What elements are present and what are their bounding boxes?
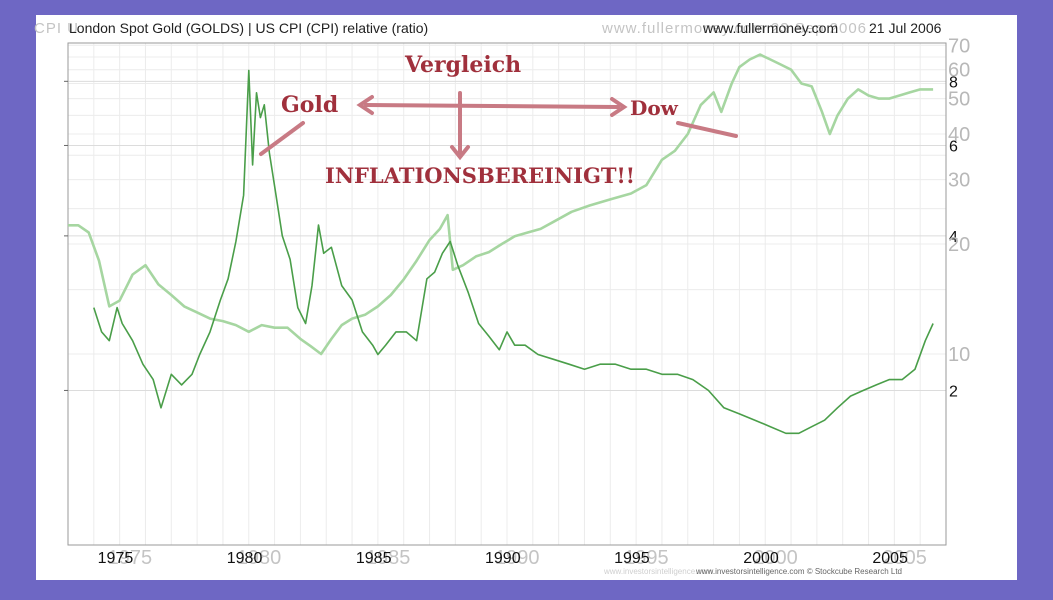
x-axis-ghost-label: 1990 — [495, 547, 540, 569]
arrowhead-down — [450, 145, 470, 161]
chart-title: London Spot Gold (GOLDS) | US CPI (CPI) … — [69, 20, 429, 36]
arrow-horizontal — [364, 103, 620, 109]
annotation-dow: Dow — [630, 96, 678, 120]
x-axis-ghost-label: 1995 — [624, 547, 669, 569]
gold-axis-label: 8 — [949, 74, 958, 91]
chart-date: 21 Jul 2006 — [869, 20, 942, 36]
annotation-gold: Gold — [281, 92, 339, 118]
gold-axis-label: 4 — [949, 229, 958, 246]
gold-axis-ticks: 2 4 6 8 — [64, 74, 958, 400]
gold-axis-label: 6 — [949, 138, 958, 155]
footer-credit: www.investorsintelligence.com © Stockcub… — [696, 567, 902, 576]
x-axis-ghost-label: 2005 — [882, 547, 927, 569]
gold-series-line — [93, 69, 934, 435]
dow-pointer — [676, 121, 738, 138]
x-axis-label: 2005 — [872, 550, 908, 567]
x-axis-ghost-label: 2000 — [753, 547, 798, 569]
ghost-header-left: CPI U — [34, 20, 80, 37]
annotation-vergleich: Vergleich — [405, 52, 522, 78]
chart-panel: 2 4 6 8 10 20 30 40 50 60 70 1975 1975 1980 1980 1985… — [34, 15, 1017, 580]
ghost-footer-credit: www.investorsintelligence.com — [604, 567, 713, 576]
x-axis-label: 1990 — [485, 550, 521, 567]
x-axis-ghost-label: 1980 — [237, 547, 282, 569]
grid — [67, 43, 947, 545]
dow-axis-label: 50 — [948, 89, 970, 111]
x-axis-ghost-label: 1975 — [108, 547, 153, 569]
plot-frame — [67, 42, 947, 546]
dow-axis-label: 60 — [948, 60, 970, 82]
dow-axis-label: 40 — [948, 124, 970, 146]
arrowhead-right — [610, 97, 628, 117]
dow-axis-label: 20 — [948, 234, 970, 256]
gold-pointer — [259, 121, 305, 156]
x-axis-label: 1975 — [98, 550, 134, 567]
source-url: www.fullermoney.com — [703, 20, 839, 36]
x-axis-label: 1995 — [614, 550, 650, 567]
x-axis-label: 2000 — [743, 550, 779, 567]
gold-axis-label: 2 — [949, 383, 958, 400]
annotation-arrows — [259, 91, 738, 161]
dow-series-line — [68, 53, 934, 356]
x-axis-ghost-label: 1985 — [366, 547, 411, 569]
dow-axis-ticks: 10 20 30 40 50 60 70 — [948, 35, 970, 366]
x-axis-label: 1985 — [356, 550, 392, 567]
arrowhead-left — [356, 95, 374, 115]
ghost-header-right: www.fullermoney.com 23 Sep 2006 — [602, 20, 868, 37]
dow-axis-label: 70 — [948, 35, 970, 57]
x-axis-label: 1980 — [227, 550, 263, 567]
dow-axis-label: 30 — [948, 170, 970, 192]
annotation-inflation: INFLATIONSBEREINIGT!! — [325, 163, 635, 188]
dow-axis-label: 10 — [948, 344, 970, 366]
